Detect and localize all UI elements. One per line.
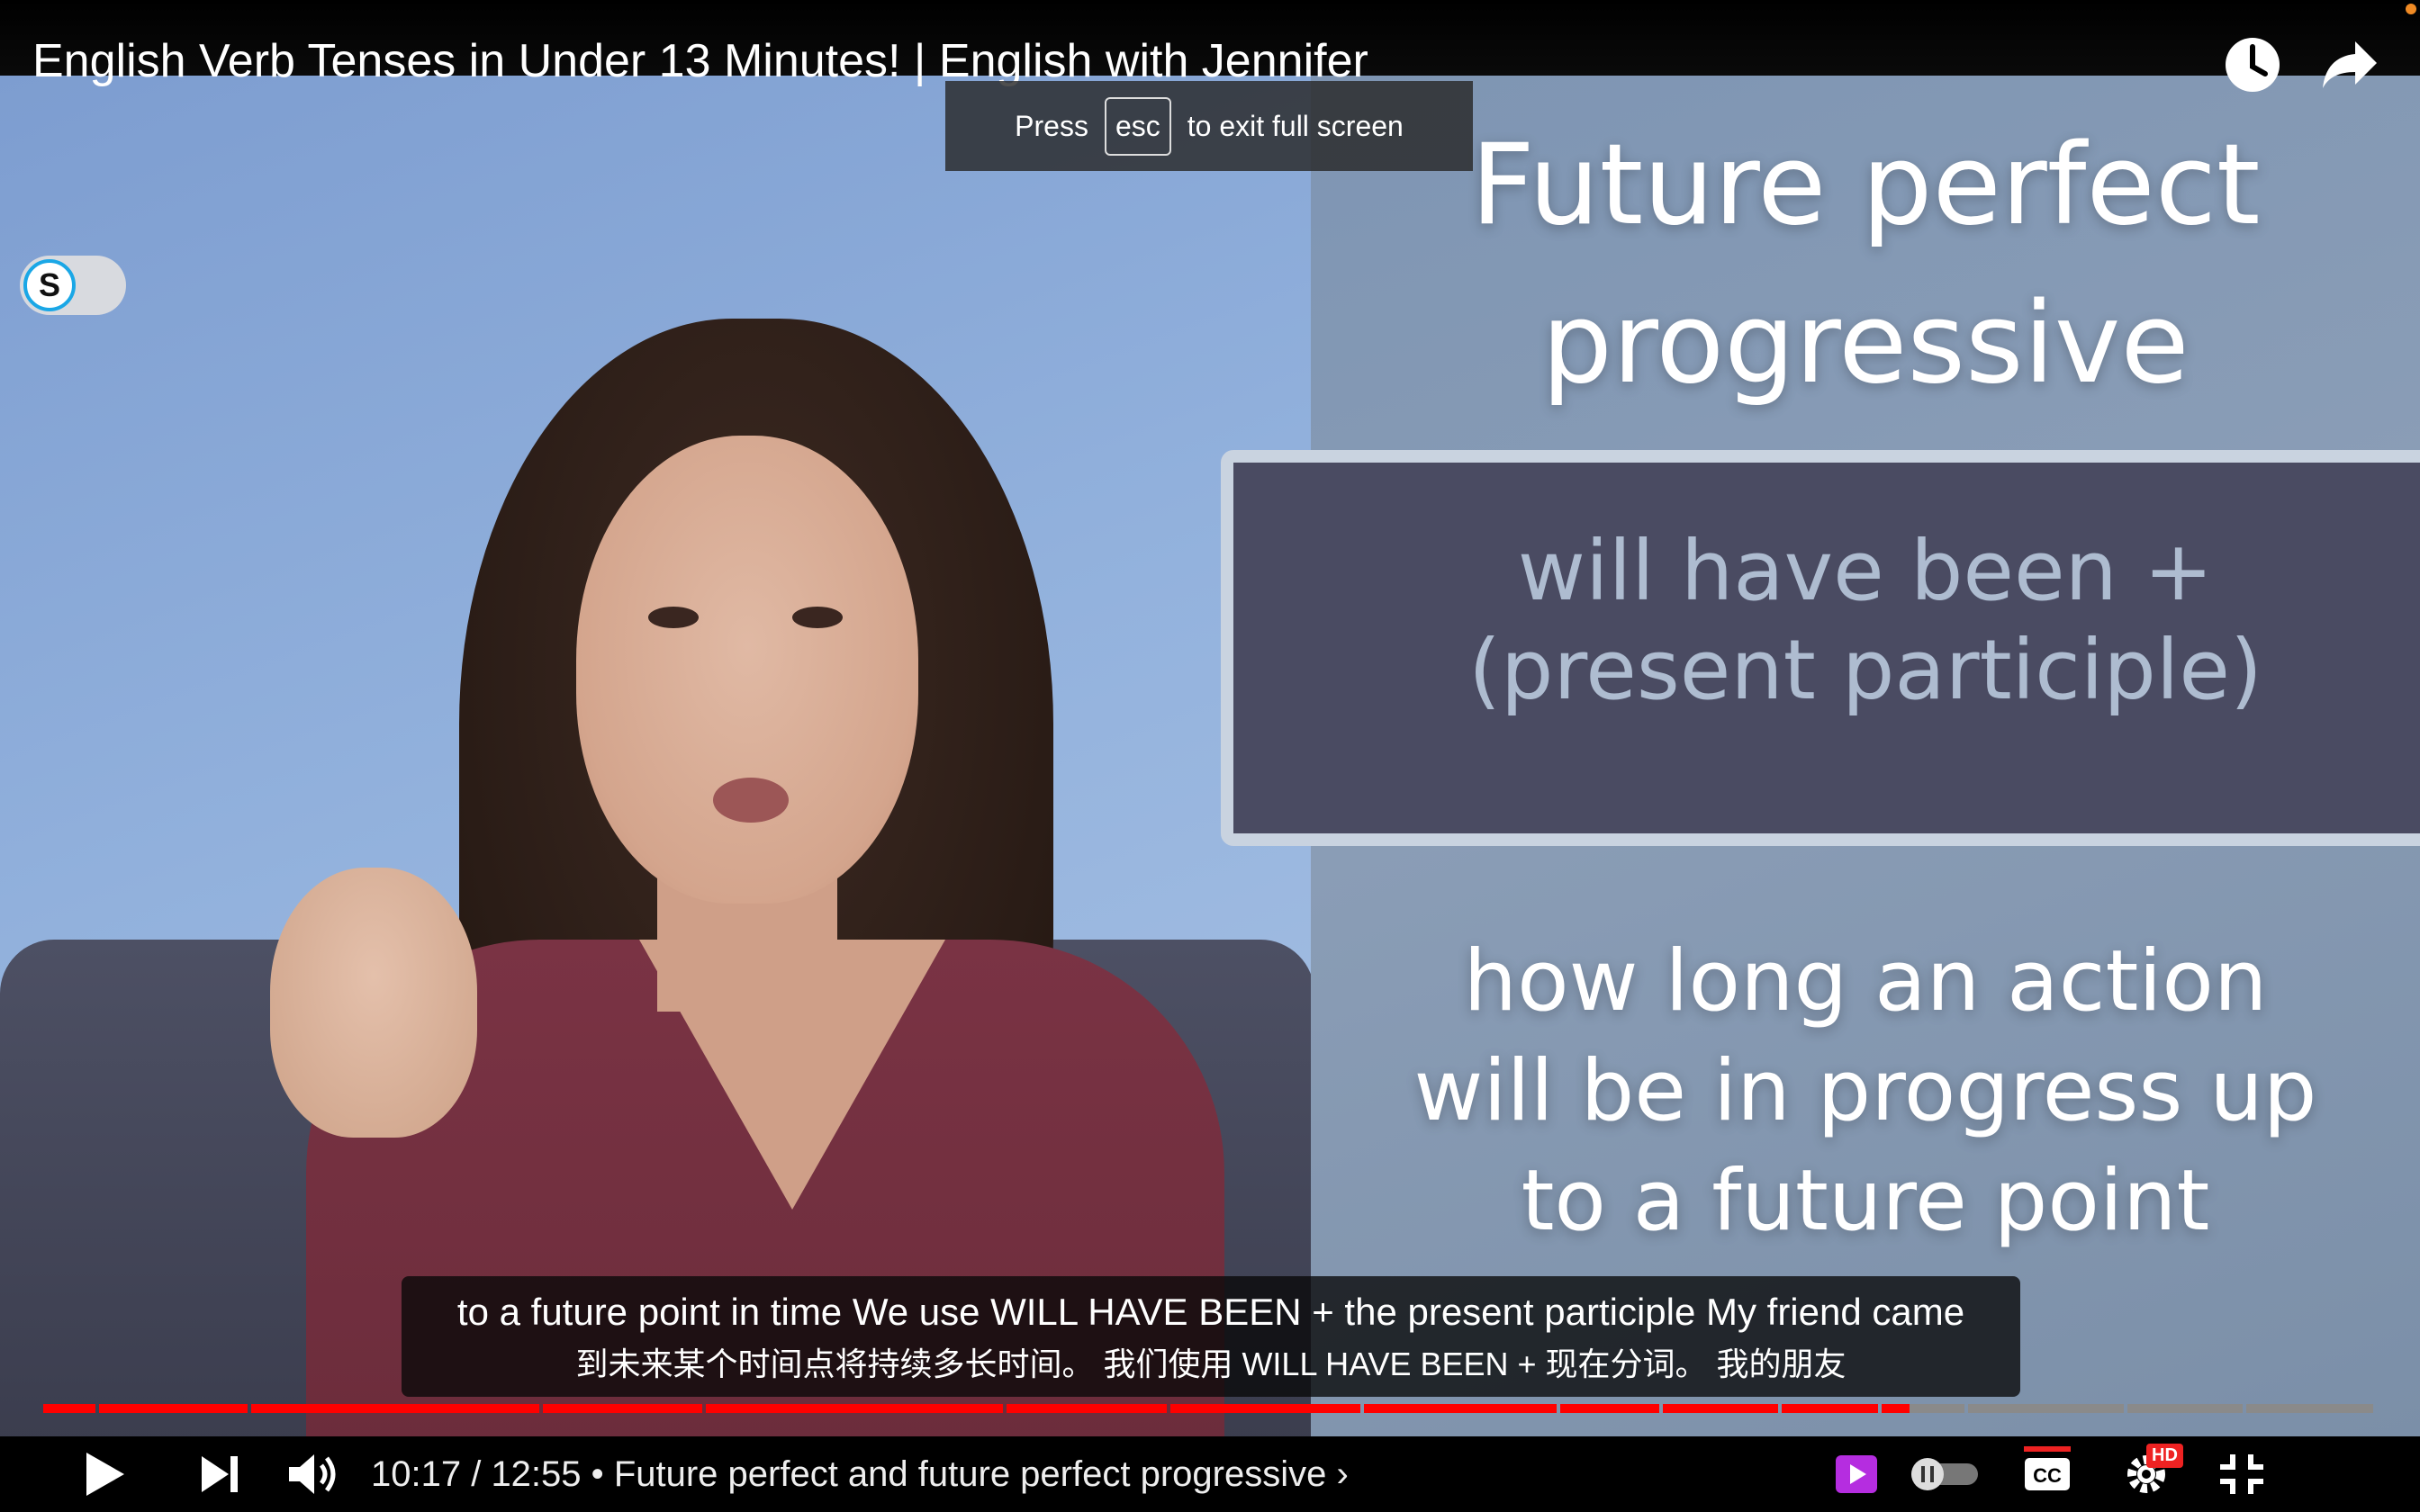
progress-played-segment[interactable] <box>99 1404 248 1413</box>
play-button[interactable] <box>76 1436 133 1512</box>
presenter-eye-left <box>648 607 699 628</box>
subtitle-chinese: 到未来某个时间点将持续多长时间。 我们使用 WILL HAVE BEEN + 现… <box>575 1346 1847 1382</box>
volume-icon <box>289 1454 336 1494</box>
autoplay-toggle-graphic <box>1911 1458 1978 1490</box>
subtitle-box: to a future point in time We use WILL HA… <box>402 1276 2020 1397</box>
fullscreen-notice-text: to exit full screen <box>1187 109 1404 142</box>
clock-icon[interactable] <box>2222 34 2283 95</box>
presenter-eye-right <box>792 607 843 628</box>
video-frame[interactable] <box>0 76 2420 1436</box>
next-icon <box>202 1456 238 1492</box>
esc-key: esc <box>1104 96 1171 156</box>
slide-description-line: how long an action <box>1463 932 2268 1030</box>
slide-title: Future perfect progressive <box>1311 106 2420 423</box>
top-title-bar: English Verb Tenses in Under 13 Minutes!… <box>0 0 2420 92</box>
progress-played-segment[interactable] <box>1007 1404 1167 1413</box>
slide-formula: will have been + (present participle) <box>1311 522 2420 720</box>
progress-played-segment[interactable] <box>1559 1404 1659 1413</box>
progress-played-segment[interactable] <box>1169 1404 1361 1413</box>
chapter-title[interactable]: Future perfect and future perfect progre… <box>613 1454 1327 1494</box>
presenter-hand <box>270 868 477 1138</box>
exit-fullscreen-icon <box>2220 1454 2263 1494</box>
slide-formula-box <box>1221 450 2420 846</box>
progress-played-segment[interactable] <box>1882 1404 1910 1413</box>
cc-label: CC <box>2033 1464 2062 1487</box>
progress-played-segment[interactable] <box>542 1404 703 1413</box>
presenter-mouth <box>713 778 789 823</box>
next-button[interactable] <box>191 1436 248 1512</box>
play-icon <box>86 1453 124 1496</box>
progress-bar[interactable] <box>43 1404 2377 1413</box>
recording-indicator <box>2406 4 2416 14</box>
exit-fullscreen-button[interactable] <box>2215 1436 2269 1512</box>
time-display: 10:17 / 12:55 <box>371 1454 582 1494</box>
player-controls: 10:17 / 12:55 • Future perfect and futur… <box>0 1436 2420 1512</box>
progress-played-segment[interactable] <box>250 1404 539 1413</box>
autoplay-toggle[interactable] <box>1907 1436 1982 1512</box>
slide-formula-line: will have been + <box>1517 523 2214 619</box>
captions-active-indicator <box>2024 1446 2071 1452</box>
miniplayer-button[interactable] <box>1831 1436 1882 1512</box>
extension-toggle-knob[interactable]: S <box>23 259 76 311</box>
fullscreen-notice: Press esc to exit full screen <box>945 81 1473 171</box>
slide-description-line: to a future point <box>1521 1152 2210 1250</box>
slide-title-line: progressive <box>1541 279 2190 409</box>
progress-played-segment[interactable] <box>43 1404 96 1413</box>
slide-title-line: Future perfect <box>1470 121 2261 250</box>
volume-button[interactable] <box>281 1436 344 1512</box>
progress-played-segment[interactable] <box>706 1404 1004 1413</box>
presenter <box>270 238 1278 1436</box>
share-icon[interactable] <box>2319 34 2380 95</box>
fullscreen-notice-press: Press <box>1015 109 1088 142</box>
progress-played-segment[interactable] <box>1662 1404 1779 1413</box>
presenter-face <box>576 436 918 904</box>
time-and-chapter: 10:17 / 12:55 • Future perfect and futur… <box>371 1436 1349 1512</box>
chapter-arrow[interactable]: › <box>1336 1454 1349 1494</box>
video-title[interactable]: English Verb Tenses in Under 13 Minutes!… <box>32 35 1368 87</box>
progress-unplayed-segment[interactable] <box>1909 1404 1965 1413</box>
hd-badge: HD <box>2146 1444 2183 1468</box>
miniplayer-icon <box>1836 1455 1877 1493</box>
progress-unplayed-segment[interactable] <box>2127 1404 2243 1413</box>
captions-button[interactable]: CC <box>2022 1436 2072 1512</box>
progress-played-segment[interactable] <box>1364 1404 1557 1413</box>
chapter-separator: • <box>591 1454 604 1494</box>
progress-played-segment[interactable] <box>1782 1404 1879 1413</box>
subtitle-english: to a future point in time We use WILL HA… <box>456 1291 1965 1333</box>
extension-toggle[interactable]: S <box>20 256 126 315</box>
progress-unplayed-segment[interactable] <box>2245 1404 2373 1413</box>
cc-icon: CC <box>2025 1458 2070 1490</box>
progress-unplayed-segment[interactable] <box>1968 1404 2124 1413</box>
slide-description-line: will be in progress up <box>1413 1042 2317 1140</box>
slide-formula-line: (present participle) <box>1468 622 2262 718</box>
slide-description: how long an action will be in progress u… <box>1311 927 2420 1256</box>
